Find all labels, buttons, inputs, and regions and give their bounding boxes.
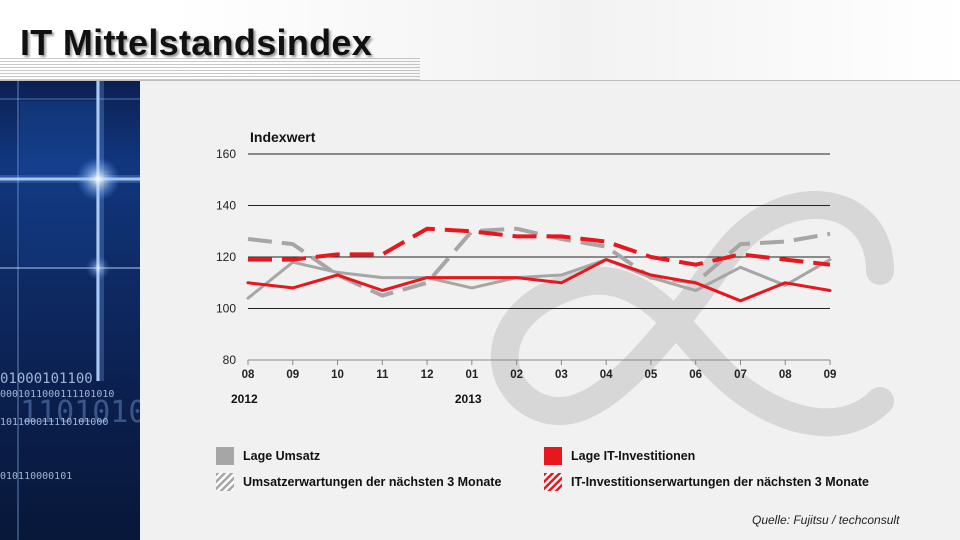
series-line-2	[246, 258, 832, 303]
source-note: Quelle: Fujitsu / techconsult	[752, 513, 900, 527]
header-bar: IT Mittelstandsindex	[0, 0, 960, 81]
legend-item-lage-it-investitionen: Lage IT-Investitionen	[544, 447, 695, 465]
binary-text-line: 101100011110101000	[0, 417, 109, 428]
series-line-0	[246, 258, 832, 300]
x-tick-label: 12	[421, 369, 434, 381]
x-tick-label: 08	[242, 369, 255, 381]
x-tick-label: 01	[465, 369, 478, 381]
x-tick-label: 06	[689, 369, 702, 381]
chart-axes	[247, 359, 831, 365]
binary-text-line: 1101010	[20, 395, 140, 430]
legend-item-lage-umsatz: Lage Umsatz	[216, 447, 320, 465]
legend-label: Lage IT-Investitionen	[571, 449, 696, 463]
legend-swatch-solid-grey	[216, 447, 234, 465]
side-panel-grid	[0, 81, 140, 540]
content-area: 80 100 120 140 160 08 09 10 11 12 01 02 03 04 05 06 07 08…	[140, 81, 960, 540]
y-tick-label: 80	[223, 353, 237, 367]
year-label: 2013	[455, 392, 482, 406]
x-tick-label: 05	[645, 369, 658, 381]
page-title: IT Mittelstandsindex	[20, 22, 373, 63]
y-axis-label: Indexwert	[250, 129, 316, 145]
x-tick-label: 10	[331, 369, 344, 381]
y-tick-label: 140	[216, 199, 236, 213]
x-tick-label: 09	[286, 369, 299, 381]
x-tick-label: 08	[779, 369, 792, 381]
x-tick-label: 09	[824, 369, 837, 381]
y-tick-label: 160	[216, 147, 236, 161]
legend-swatch-solid-red	[544, 447, 562, 465]
line-chart: 80 100 120 140 160 08 09 10 11 12 01 02 03 04 05 06 07 08…	[216, 129, 894, 437]
brand-infinity-watermark	[490, 191, 894, 437]
legend-swatch-hatched-grey	[216, 473, 234, 491]
y-tick-label: 120	[216, 250, 236, 264]
legend-swatch-hatched-red	[544, 473, 562, 491]
binary-text-line: 010110000101	[0, 471, 73, 482]
decorative-side-panel: 01000101100 0001011000111101010 1101010 …	[0, 81, 140, 540]
year-label: 2012	[231, 392, 258, 406]
chart-series	[246, 226, 832, 303]
x-tick-label: 11	[376, 369, 389, 381]
series-line-3	[248, 226, 831, 267]
legend-label: IT-Investitionserwartungen der nächsten …	[571, 475, 869, 489]
legend-item-it-investitionserwartungen: IT-Investitionserwartungen der nächsten …	[544, 473, 869, 491]
binary-text-line: 01000101100	[0, 371, 93, 387]
x-tick-label: 07	[734, 369, 747, 381]
binary-text-line: 0001011000111101010	[0, 389, 115, 400]
x-tick-label: 03	[555, 369, 568, 381]
header-stripes	[0, 58, 420, 80]
chart-tick-labels: 80 100 120 140 160 08 09 10 11 12 01 02 03 04 05 06 07 08…	[216, 147, 836, 406]
legend-label: Lage Umsatz	[243, 449, 321, 463]
y-tick-label: 100	[216, 302, 236, 316]
legend-label: Umsatzerwartungen der nächsten 3 Monate	[243, 475, 502, 489]
legend-item-umsatzerwartungen: Umsatzerwartungen der nächsten 3 Monate	[216, 473, 501, 491]
x-tick-label: 02	[510, 369, 523, 381]
x-tick-label: 04	[600, 369, 613, 381]
